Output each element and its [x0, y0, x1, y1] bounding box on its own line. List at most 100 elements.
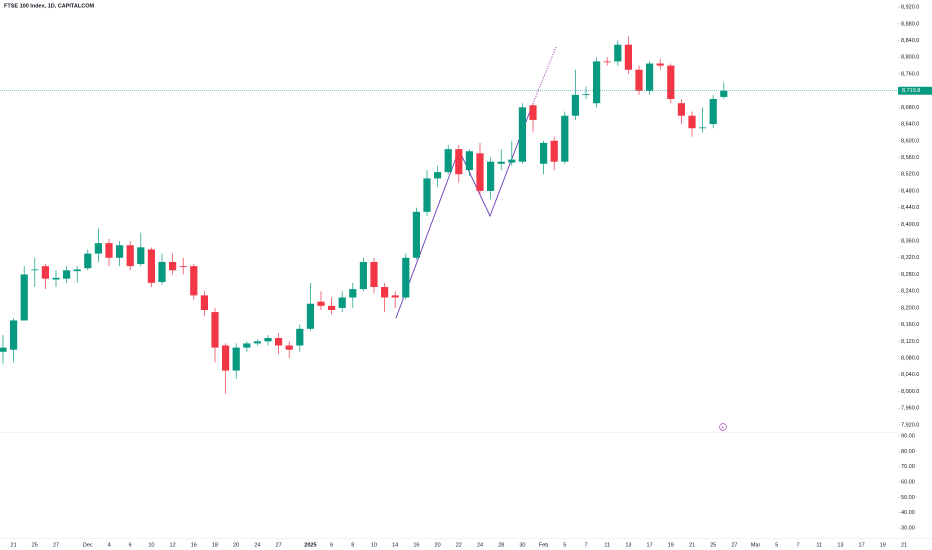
y-tick-label: 80.00: [901, 449, 915, 455]
x-tick-label: 5: [775, 542, 778, 548]
y-tick-label: 8,040.0: [901, 372, 919, 378]
candle-body: [603, 61, 611, 63]
x-tick-label: 27: [276, 542, 282, 548]
x-tick-label: 10: [371, 542, 377, 548]
candle-body: [52, 277, 60, 280]
chart-title: FTSE 100 Index, 1D, CAPITALCOM: [4, 3, 94, 9]
candle-body: [94, 243, 102, 254]
x-tick-label: 22: [456, 542, 462, 548]
candle-body: [412, 211, 420, 258]
y-tick-label: 8,120.0: [901, 339, 919, 345]
y-tick-label: 50.00: [901, 495, 915, 501]
x-tick-label: 13: [625, 542, 631, 548]
x-tick-label: 20: [435, 542, 441, 548]
x-tick-label: Feb: [539, 542, 548, 548]
y-tick-label: 8,080.0: [901, 356, 919, 362]
candle-body: [434, 172, 442, 179]
candle-body: [275, 337, 283, 346]
candle-body: [169, 261, 177, 271]
x-tick-label: 18: [212, 542, 218, 548]
last-price-box: [898, 86, 932, 95]
y-tick-label: 8,560.0: [901, 155, 919, 161]
y-tick-label: 8,640.0: [901, 122, 919, 128]
candle-body: [465, 151, 473, 171]
x-tick-label: 21: [689, 542, 695, 548]
candle-body: [243, 343, 251, 348]
candle-body: [677, 103, 685, 116]
candle-body: [624, 44, 632, 70]
x-tick-label: 8: [351, 542, 354, 548]
candle-body: [582, 94, 590, 95]
candle-body: [508, 159, 516, 163]
candle-body: [497, 161, 505, 164]
candle-body: [646, 63, 654, 91]
x-tick-label: 21: [901, 542, 907, 548]
candle-body: [550, 140, 558, 162]
x-tick-label: 7: [584, 542, 587, 548]
y-tick-label: 7,960.0: [901, 406, 919, 412]
x-tick-label: 27: [731, 542, 737, 548]
y-tick-label: 90.00: [901, 433, 915, 439]
candle-body: [635, 69, 643, 91]
x-tick-label: 14: [392, 542, 398, 548]
y-tick-label: 8,280.0: [901, 272, 919, 278]
candle-body: [264, 337, 272, 342]
y-tick-label: 8,000.0: [901, 389, 919, 395]
candle-body: [285, 345, 293, 350]
y-tick-label: 8,160.0: [901, 322, 919, 328]
candle-body: [359, 261, 367, 290]
candle-body: [328, 305, 336, 311]
y-tick-label: 70.00: [901, 464, 915, 470]
x-tick-label: 20: [233, 542, 239, 548]
candle-body: [200, 295, 208, 311]
y-tick-label: 60.00: [901, 479, 915, 485]
y-tick-label: 8,240.0: [901, 289, 919, 295]
candle-body: [529, 105, 537, 120]
event-marker: [719, 423, 727, 431]
y-tick-label: 8,320.0: [901, 255, 919, 261]
x-tick-label: 17: [647, 542, 653, 548]
candle-body: [73, 269, 81, 272]
y-tick-label: 8,920.0: [901, 5, 919, 11]
candle-body: [391, 295, 399, 298]
candle-body: [571, 94, 579, 116]
x-tick-label: 24: [254, 542, 260, 548]
candle-body: [31, 269, 39, 271]
candle-body: [614, 44, 622, 62]
last-price-label: 8,719.8: [902, 88, 920, 94]
y-tick-label: 8,480.0: [901, 188, 919, 194]
x-tick-label: 10: [148, 542, 154, 548]
y-tick-label: 8,680.0: [901, 105, 919, 111]
candle-body: [222, 345, 230, 371]
candle-body: [349, 289, 357, 298]
x-tick-label: 16: [191, 542, 197, 548]
x-tick-label: 13: [837, 542, 843, 548]
candle-body: [137, 247, 145, 265]
y-tick-label: 40.00: [901, 510, 915, 516]
candle-body: [10, 320, 18, 350]
x-tick-label: 16: [413, 542, 419, 548]
candle-body: [232, 347, 240, 371]
x-tick-label: Dec: [83, 542, 93, 548]
candle-body: [105, 243, 113, 258]
candle-body: [253, 341, 261, 344]
candle-body: [699, 127, 707, 129]
x-tick-label: 27: [53, 542, 59, 548]
drawing-projection: [531, 46, 557, 107]
x-tick-label: 12: [170, 542, 176, 548]
candle-body: [370, 261, 378, 288]
x-tick-label: 11: [816, 542, 822, 548]
event-marker-label: E: [722, 424, 725, 429]
x-tick-label: 17: [859, 542, 865, 548]
x-tick-label: 6: [129, 542, 132, 548]
candle-body: [561, 115, 569, 162]
x-tick-label: 19: [880, 542, 886, 548]
candle-body: [487, 161, 495, 191]
candle-body: [455, 149, 463, 175]
x-tick-label: 25: [32, 542, 38, 548]
x-tick-label: 5: [563, 542, 566, 548]
x-tick-label: Mar: [751, 542, 761, 548]
y-tick-label: 8,880.0: [901, 21, 919, 27]
